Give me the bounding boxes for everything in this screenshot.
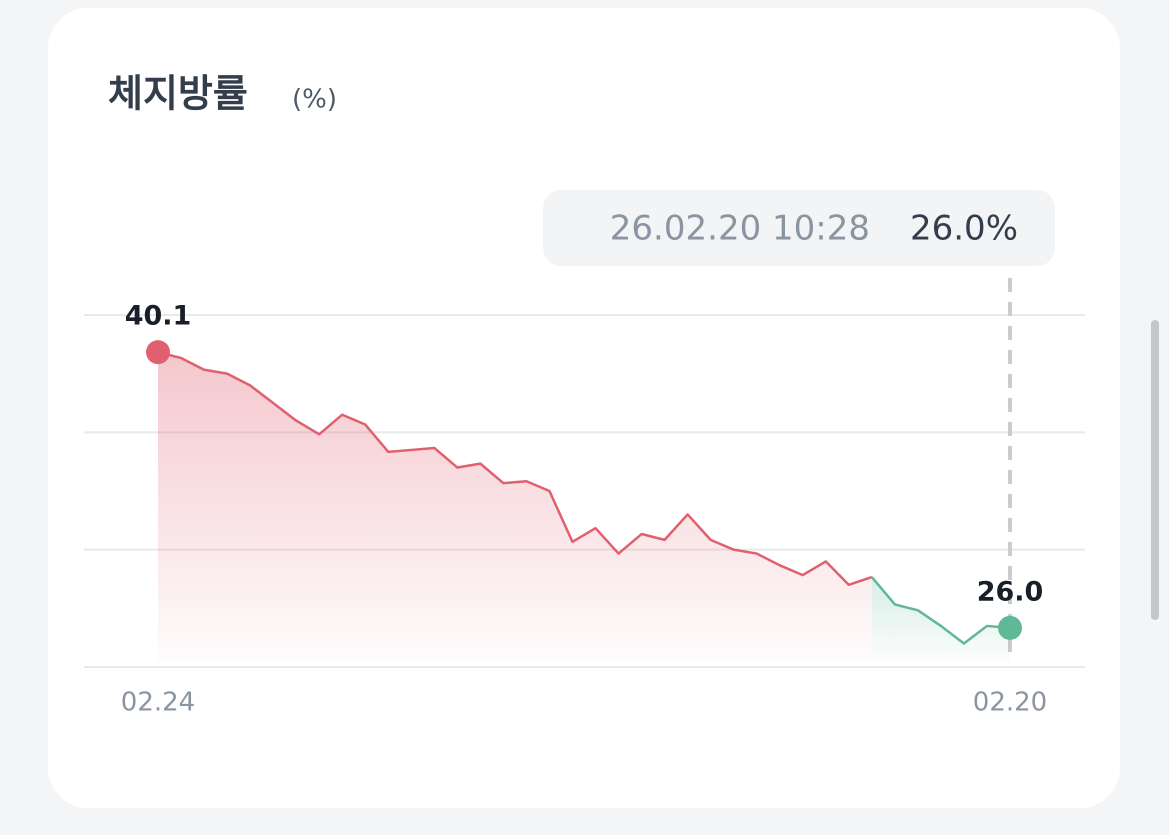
x-tick-label: 02.24: [121, 688, 195, 718]
data-label: 40.1: [125, 301, 192, 332]
data-label: 26.0: [977, 576, 1044, 607]
scrollbar[interactable]: [1151, 320, 1159, 620]
point: [146, 340, 170, 365]
area: [871, 577, 1010, 662]
point: [998, 615, 1022, 640]
line: [157, 350, 873, 587]
tooltip-date: 26.02.20 10:28: [610, 209, 870, 249]
chart-title: 체지방률: [108, 72, 248, 116]
x-tick-label: 02.20: [973, 688, 1047, 718]
tooltip-value: 26.0%: [910, 209, 1018, 249]
area: [158, 352, 872, 662]
chart-unit: (%): [292, 85, 337, 115]
line: [870, 576, 1011, 645]
tooltip: [543, 190, 1055, 266]
